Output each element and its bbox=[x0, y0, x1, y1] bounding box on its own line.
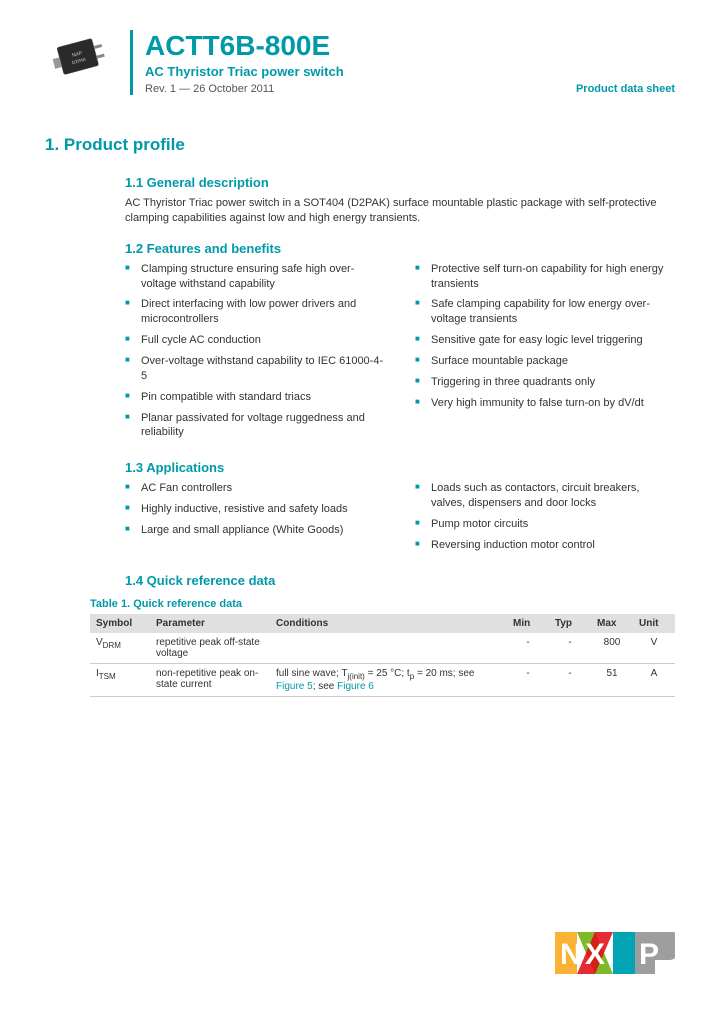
min-cell: - bbox=[507, 663, 549, 696]
table-header-cell: Unit bbox=[633, 614, 675, 633]
list-item: Reversing induction motor control bbox=[415, 538, 675, 553]
table-header-row: SymbolParameterConditionsMinTypMaxUnit bbox=[90, 614, 675, 633]
subheading-1-2: 1.2 Features and benefits bbox=[125, 241, 675, 256]
list-item: Surface mountable package bbox=[415, 354, 675, 369]
table-header-cell: Parameter bbox=[150, 614, 270, 633]
list-item: Clamping structure ensuring safe high ov… bbox=[125, 262, 385, 292]
parameter-cell: repetitive peak off-state voltage bbox=[150, 633, 270, 664]
applications-list-right: Loads such as contactors, circuit breake… bbox=[415, 481, 675, 552]
applications-list-left: AC Fan controllers Highly inductive, resi… bbox=[125, 481, 385, 538]
list-item: Very high immunity to false turn-on by d… bbox=[415, 396, 675, 411]
list-item: AC Fan controllers bbox=[125, 481, 385, 496]
content-body: 1.1 General description AC Thyristor Tri… bbox=[125, 175, 675, 697]
table-header-cell: Max bbox=[591, 614, 633, 633]
list-item: Triggering in three quadrants only bbox=[415, 375, 675, 390]
max-cell: 51 bbox=[591, 663, 633, 696]
conditions-cell: full sine wave; Tj(init) = 25 °C; tp = 2… bbox=[270, 663, 507, 696]
document-type: Product data sheet bbox=[576, 83, 675, 95]
list-item: Loads such as contactors, circuit breake… bbox=[415, 481, 675, 511]
table-header-cell: Min bbox=[507, 614, 549, 633]
unit-cell: V bbox=[633, 633, 675, 664]
symbol-cell: VDRM bbox=[90, 633, 150, 664]
list-item: Planar passivated for voltage ruggedness… bbox=[125, 411, 385, 441]
max-cell: 800 bbox=[591, 633, 633, 664]
subheading-1-3: 1.3 Applications bbox=[125, 460, 675, 475]
table-caption: Table 1. Quick reference data bbox=[90, 598, 675, 610]
applications-columns: AC Fan controllers Highly inductive, resi… bbox=[125, 481, 675, 558]
list-item: Pin compatible with standard triacs bbox=[125, 390, 385, 405]
section-1-heading: 1. Product profile bbox=[45, 135, 675, 155]
symbol-cell: ITSM bbox=[90, 663, 150, 696]
part-subtitle: AC Thyristor Triac power switch bbox=[145, 64, 675, 79]
min-cell: - bbox=[507, 633, 549, 664]
typ-cell: - bbox=[549, 663, 591, 696]
part-number: ACTT6B-800E bbox=[145, 30, 675, 62]
features-list-left: Clamping structure ensuring safe high ov… bbox=[125, 262, 385, 440]
component-image: NXP D2PAK bbox=[45, 30, 115, 85]
list-item: Direct interfacing with low power driver… bbox=[125, 297, 385, 327]
table-row: ITSMnon-repetitive peak on-state current… bbox=[90, 663, 675, 696]
list-item: Safe clamping capability for low energy … bbox=[415, 297, 675, 327]
svg-text:X: X bbox=[585, 938, 605, 971]
nxp-logo: N X P bbox=[555, 932, 675, 977]
subheading-1-1: 1.1 General description bbox=[125, 175, 675, 190]
features-list-right: Protective self turn-on capability for h… bbox=[415, 262, 675, 411]
list-item: Highly inductive, resistive and safety l… bbox=[125, 502, 385, 517]
header-text-block: ACTT6B-800E AC Thyristor Triac power swi… bbox=[130, 30, 675, 95]
table-header-cell: Typ bbox=[549, 614, 591, 633]
list-item: Pump motor circuits bbox=[415, 517, 675, 532]
general-description-text: AC Thyristor Triac power switch in a SOT… bbox=[125, 196, 675, 227]
svg-text:P: P bbox=[639, 938, 659, 971]
list-item: Protective self turn-on capability for h… bbox=[415, 262, 675, 292]
table-header-cell: Symbol bbox=[90, 614, 150, 633]
table-header-cell: Conditions bbox=[270, 614, 507, 633]
revision-text: Rev. 1 — 26 October 2011 bbox=[145, 83, 274, 95]
parameter-cell: non-repetitive peak on-state current bbox=[150, 663, 270, 696]
table-row: VDRMrepetitive peak off-state voltage--8… bbox=[90, 633, 675, 664]
quick-reference-table: SymbolParameterConditionsMinTypMaxUnit V… bbox=[90, 614, 675, 697]
table-body: VDRMrepetitive peak off-state voltage--8… bbox=[90, 633, 675, 697]
document-header: NXP D2PAK ACTT6B-800E AC Thyristor Triac… bbox=[45, 30, 675, 95]
conditions-cell bbox=[270, 633, 507, 664]
svg-text:N: N bbox=[560, 938, 582, 971]
typ-cell: - bbox=[549, 633, 591, 664]
features-columns: Clamping structure ensuring safe high ov… bbox=[125, 262, 675, 446]
subheading-1-4: 1.4 Quick reference data bbox=[125, 573, 675, 588]
list-item: Sensitive gate for easy logic level trig… bbox=[415, 333, 675, 348]
unit-cell: A bbox=[633, 663, 675, 696]
list-item: Full cycle AC conduction bbox=[125, 333, 385, 348]
list-item: Over-voltage withstand capability to IEC… bbox=[125, 354, 385, 384]
list-item: Large and small appliance (White Goods) bbox=[125, 523, 385, 538]
